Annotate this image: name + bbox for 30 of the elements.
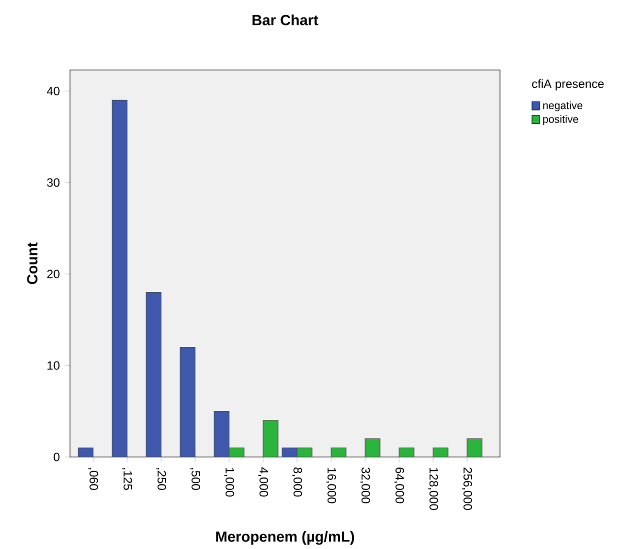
bar [112, 100, 128, 457]
legend-label: positive [543, 114, 578, 125]
y-tick-label: 20 [47, 270, 60, 278]
x-tick-label: 64,000 [394, 468, 404, 504]
bar [180, 346, 196, 457]
x-tick-label: 8,000 [292, 467, 302, 496]
x-tick-label: 16,000 [326, 468, 336, 504]
legend-label: negative [543, 101, 582, 112]
y-tick-label: 40 [46, 86, 60, 96]
y-tick-label: 0 [54, 452, 60, 462]
y-tick-label: 30 [47, 178, 60, 187]
x-tick-label: ,250 [156, 468, 166, 490]
bar [146, 292, 162, 457]
y-axis-title: Count [27, 242, 38, 284]
x-tick-label: ,060 [88, 468, 98, 490]
x-tick-label: 256,000 [462, 468, 472, 510]
legend-title: cfiA presence [532, 79, 604, 90]
x-tick-label: ,125 [122, 468, 132, 490]
bar [262, 420, 278, 457]
x-tick-label: 32,000 [360, 467, 370, 504]
x-axis-title: Meropenem (µg/mL) [216, 530, 354, 545]
x-tick-label: ,500 [190, 468, 200, 490]
bar [229, 448, 244, 457]
x-tick-label: 128,000 [428, 468, 438, 510]
bar [214, 410, 230, 457]
bar [78, 448, 94, 457]
y-tick-label: 10 [48, 361, 60, 370]
chart-title: Bar Chart [252, 14, 318, 26]
x-tick-label: 1,000 [224, 468, 234, 496]
x-tick-label: 4,000 [258, 467, 268, 496]
